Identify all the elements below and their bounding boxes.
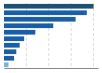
bar	[4, 43, 20, 48]
bar	[4, 36, 24, 41]
bar	[4, 62, 8, 67]
x-axis-line	[5, 68, 99, 69]
plot	[4, 3, 99, 69]
bar	[4, 4, 94, 9]
bar	[4, 17, 76, 22]
grid-line	[93, 3, 94, 68]
chart	[0, 0, 102, 73]
bars	[4, 4, 94, 67]
bar	[4, 56, 14, 61]
bar	[4, 10, 87, 15]
bar	[4, 23, 53, 28]
bar	[4, 49, 16, 54]
bar	[4, 30, 35, 35]
x-axis	[5, 68, 99, 69]
